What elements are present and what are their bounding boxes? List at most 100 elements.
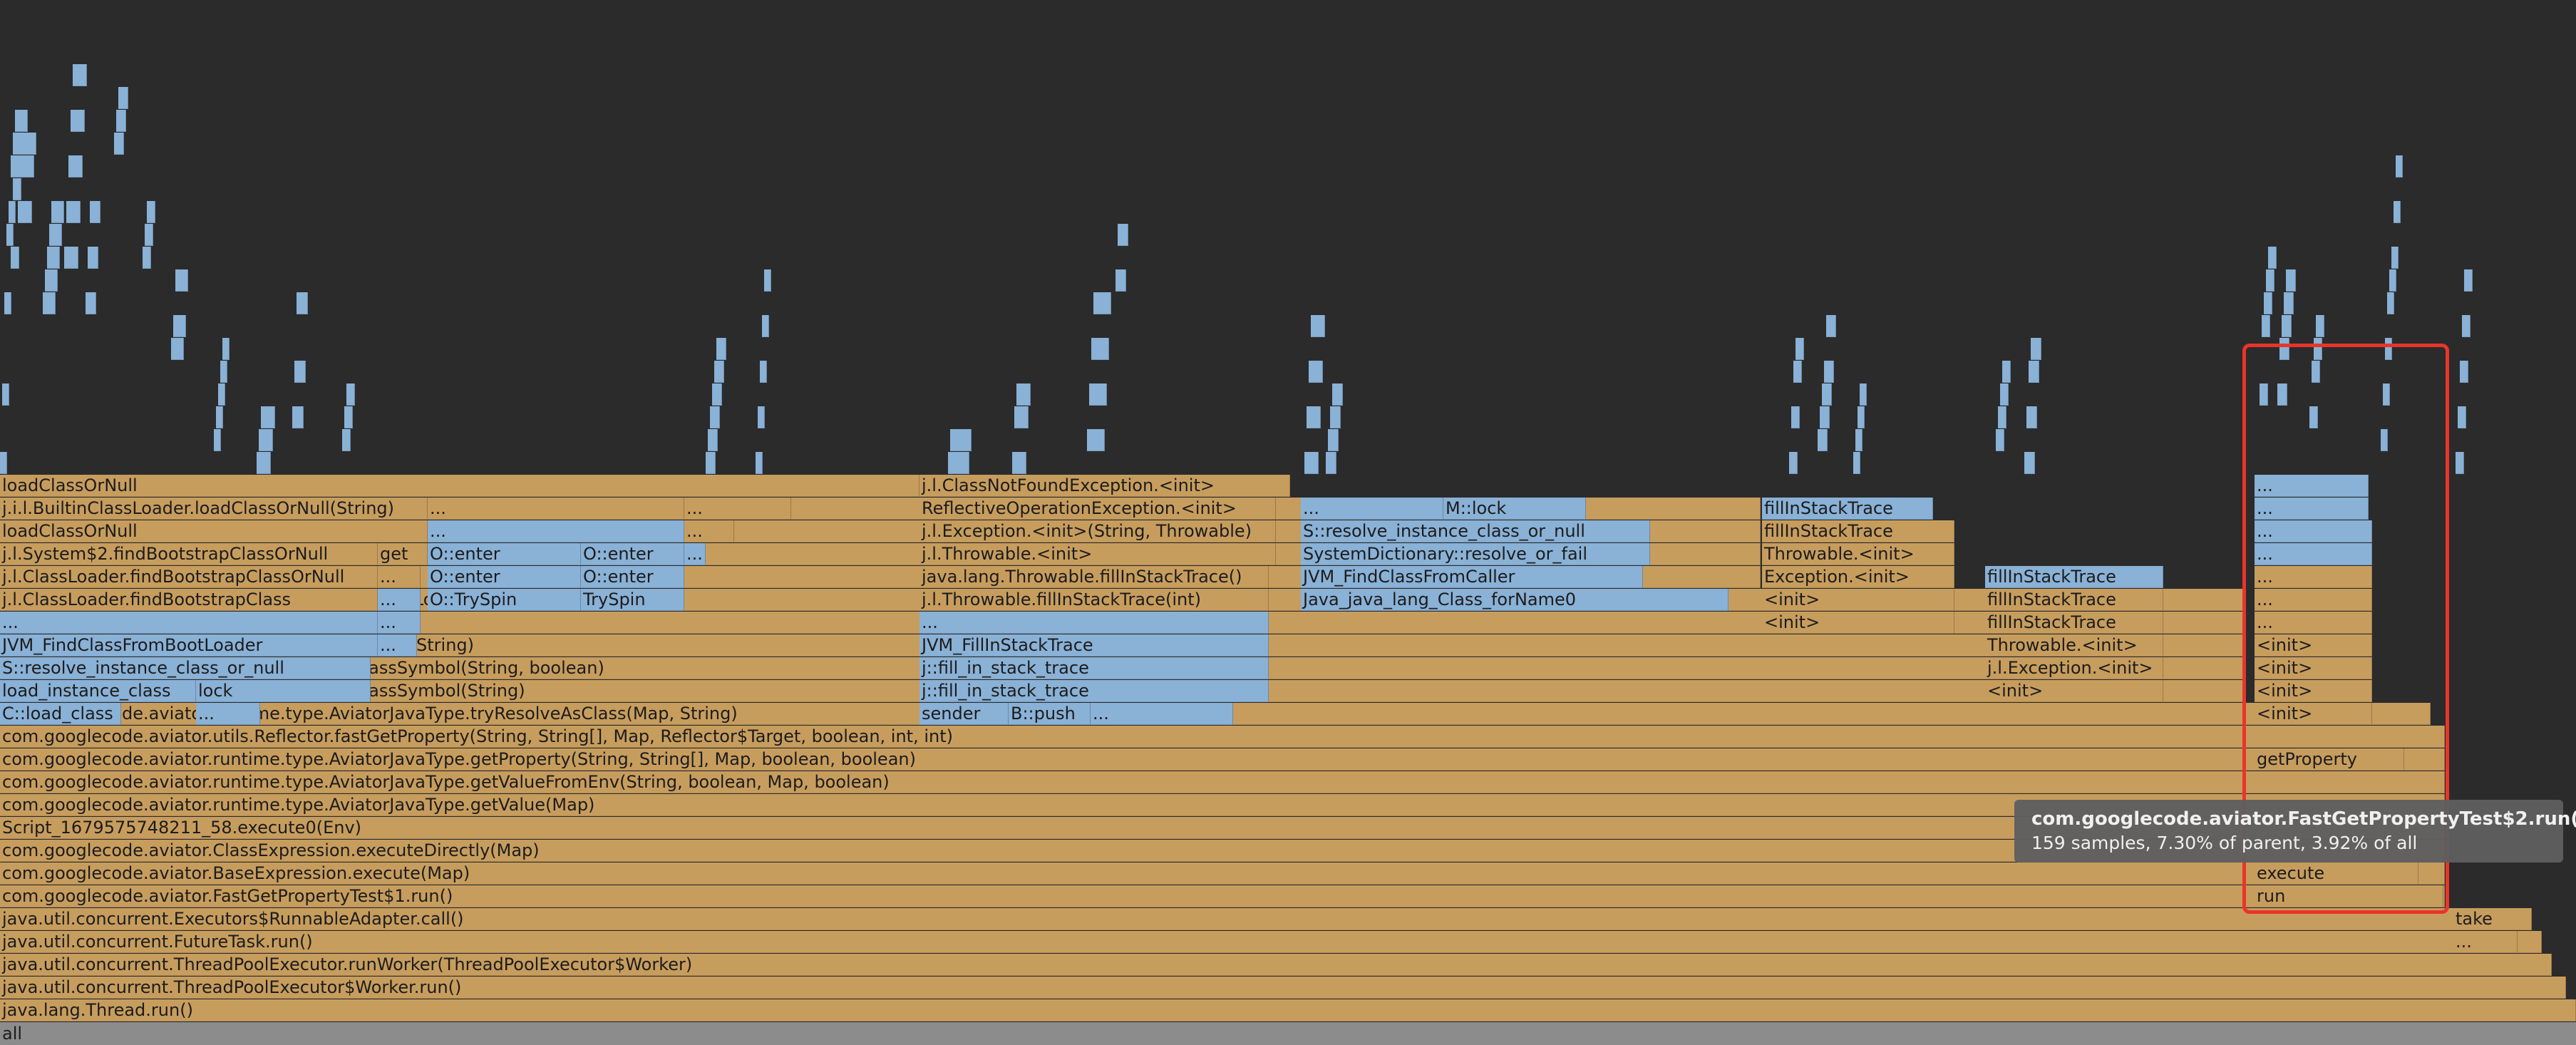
flame-spike-9[interactable] bbox=[218, 383, 225, 406]
flame-frame[interactable]: ... bbox=[428, 520, 684, 542]
flame-frame[interactable]: M::lock bbox=[1443, 498, 1586, 520]
flame-spike-29[interactable] bbox=[2396, 155, 2403, 177]
flame-frame[interactable]: Exception.<init> bbox=[1762, 566, 1954, 588]
flame-frame[interactable]: ... bbox=[2255, 566, 2372, 588]
flame-frame[interactable]: j.l.Throwable.fillInStackTrace(int) bbox=[919, 589, 1269, 611]
flame-spike-6[interactable] bbox=[114, 133, 124, 155]
flame-spike-28[interactable] bbox=[2314, 338, 2322, 360]
flame-spike-29[interactable] bbox=[2394, 201, 2401, 223]
flame-spike-13[interactable] bbox=[708, 429, 718, 451]
flame-frame[interactable]: O::enter bbox=[428, 566, 581, 588]
flame-frame[interactable]: SystemDictionary::resolve_or_fail bbox=[1301, 543, 1650, 565]
flame-spike-2[interactable] bbox=[18, 201, 32, 223]
flame-spike-14[interactable] bbox=[756, 452, 763, 474]
flame-spike-30[interactable] bbox=[2464, 269, 2473, 292]
flame-spike-5[interactable] bbox=[90, 201, 101, 223]
flame-spike-3[interactable] bbox=[47, 247, 60, 269]
flame-frame[interactable]: j.l.Exception.<init> bbox=[1985, 657, 2163, 679]
flame-spike-23[interactable] bbox=[1858, 406, 1865, 428]
flame-spike-18[interactable] bbox=[1118, 224, 1128, 246]
flame-spike-14[interactable] bbox=[758, 406, 765, 428]
flame-spike-10[interactable] bbox=[259, 429, 273, 451]
flame-spike-8[interactable] bbox=[171, 338, 184, 360]
flame-spike-30[interactable] bbox=[2460, 361, 2468, 383]
flame-spike-27[interactable] bbox=[2286, 269, 2296, 292]
flame-spike-0[interactable] bbox=[4, 292, 11, 314]
flame-spike-15[interactable] bbox=[948, 452, 969, 474]
flame-frame[interactable]: <init> bbox=[1762, 589, 1954, 611]
flame-frame[interactable]: ... bbox=[378, 589, 421, 611]
flame-spike-23[interactable] bbox=[1855, 429, 1863, 451]
flame-spike-9[interactable] bbox=[214, 429, 221, 451]
flame-spike-15[interactable] bbox=[950, 429, 972, 451]
flame-spike-5[interactable] bbox=[86, 292, 96, 314]
flame-spike-16[interactable] bbox=[1014, 406, 1029, 428]
flame-frame[interactable]: ... bbox=[2255, 475, 2369, 497]
flame-spike-28[interactable] bbox=[2316, 315, 2324, 337]
flame-spike-0[interactable] bbox=[6, 224, 14, 246]
flame-spike-21[interactable] bbox=[1791, 406, 1800, 428]
flame-frame[interactable]: fillInStackTrace bbox=[1985, 612, 2163, 634]
flame-frame[interactable]: JVM_FillInStackTrace bbox=[919, 634, 1269, 657]
flame-frame[interactable]: O::enter bbox=[581, 566, 684, 588]
flame-frame[interactable]: S::resolve_instance_class_or_null bbox=[1301, 520, 1650, 542]
flame-frame[interactable]: ... bbox=[378, 634, 417, 657]
flame-spike-11[interactable] bbox=[297, 292, 308, 314]
flame-frame[interactable]: ... bbox=[0, 612, 378, 634]
flame-spike-17[interactable] bbox=[1091, 338, 1109, 360]
flame-frame[interactable]: ... bbox=[1091, 703, 1233, 725]
flame-spike-17[interactable] bbox=[1087, 429, 1105, 451]
flame-frame[interactable]: <init> bbox=[2255, 680, 2372, 702]
frame-execute[interactable]: execute bbox=[2255, 863, 2418, 885]
flame-frame[interactable]: ... bbox=[378, 566, 421, 588]
flame-frame[interactable]: ... bbox=[196, 703, 260, 725]
flame-frame[interactable]: j.i.l.BuiltinClassLoader.loadClassOrNull… bbox=[0, 498, 428, 520]
flame-spike-18[interactable] bbox=[1116, 269, 1126, 292]
flame-spike-27[interactable] bbox=[2277, 383, 2287, 406]
flame-spike-26[interactable] bbox=[2260, 383, 2268, 406]
flame-spike-3[interactable] bbox=[45, 269, 58, 292]
flame-spike-13[interactable] bbox=[716, 338, 726, 360]
flame-frame[interactable]: ... bbox=[2255, 520, 2372, 542]
flame-spike-14[interactable] bbox=[764, 269, 771, 292]
frame-all-root[interactable]: all bbox=[0, 1022, 2576, 1045]
flame-spike-29[interactable] bbox=[2391, 247, 2399, 269]
frame-main-4[interactable]: java.util.concurrent.Executors$RunnableA… bbox=[0, 908, 2532, 930]
flame-frame[interactable]: ... bbox=[2255, 543, 2372, 565]
flame-spike-21[interactable] bbox=[1796, 338, 1804, 360]
flame-spike-29[interactable] bbox=[2387, 292, 2394, 314]
flame-frame[interactable]: loadClassOrNull bbox=[0, 520, 428, 542]
flame-spike-3[interactable] bbox=[51, 201, 64, 223]
flame-spike-9[interactable] bbox=[220, 361, 227, 383]
flame-spike-7[interactable] bbox=[143, 247, 151, 269]
flame-spike-0[interactable] bbox=[0, 452, 7, 474]
flame-spike-1[interactable] bbox=[13, 178, 21, 200]
flame-spike-28[interactable] bbox=[2309, 406, 2318, 428]
flame-spike-28[interactable] bbox=[2312, 361, 2320, 383]
flame-spike-6[interactable] bbox=[118, 87, 128, 109]
flame-frame[interactable]: ... bbox=[2453, 931, 2518, 953]
frame-main-12[interactable]: com.googlecode.aviator.utils.Reflector.f… bbox=[0, 726, 2445, 748]
flame-spike-22[interactable] bbox=[1818, 429, 1828, 451]
flame-frame[interactable]: j::fill_in_stack_trace bbox=[919, 680, 1269, 702]
frame-main-10[interactable]: com.googlecode.aviator.runtime.type.Avia… bbox=[0, 771, 2445, 793]
flame-spike-13[interactable] bbox=[712, 383, 722, 406]
flame-spike-22[interactable] bbox=[1826, 315, 1836, 337]
flame-spike-7[interactable] bbox=[147, 201, 155, 223]
flame-frame[interactable]: Throwable.<init> bbox=[1985, 634, 2163, 657]
frame-getproperty[interactable]: getProperty bbox=[2255, 748, 2404, 771]
flame-spike-10[interactable] bbox=[257, 452, 271, 474]
flame-frame[interactable]: j.l.Throwable.<init> bbox=[919, 543, 1276, 565]
flame-spike-13[interactable] bbox=[706, 452, 716, 474]
flame-spike-20[interactable] bbox=[1328, 429, 1339, 451]
flame-spike-14[interactable] bbox=[762, 315, 769, 337]
flame-frame[interactable]: j::fill_in_stack_trace bbox=[919, 657, 1269, 679]
flame-spike-23[interactable] bbox=[1860, 383, 1867, 406]
flame-spike-3[interactable] bbox=[43, 292, 56, 314]
flame-spike-29[interactable] bbox=[2389, 269, 2396, 292]
flame-spike-14[interactable] bbox=[760, 361, 767, 383]
flame-frame[interactable]: ... bbox=[2255, 498, 2369, 520]
flame-spike-24[interactable] bbox=[1996, 429, 2004, 451]
flame-spike-19[interactable] bbox=[1304, 452, 1319, 474]
flame-spike-9[interactable] bbox=[222, 338, 230, 360]
